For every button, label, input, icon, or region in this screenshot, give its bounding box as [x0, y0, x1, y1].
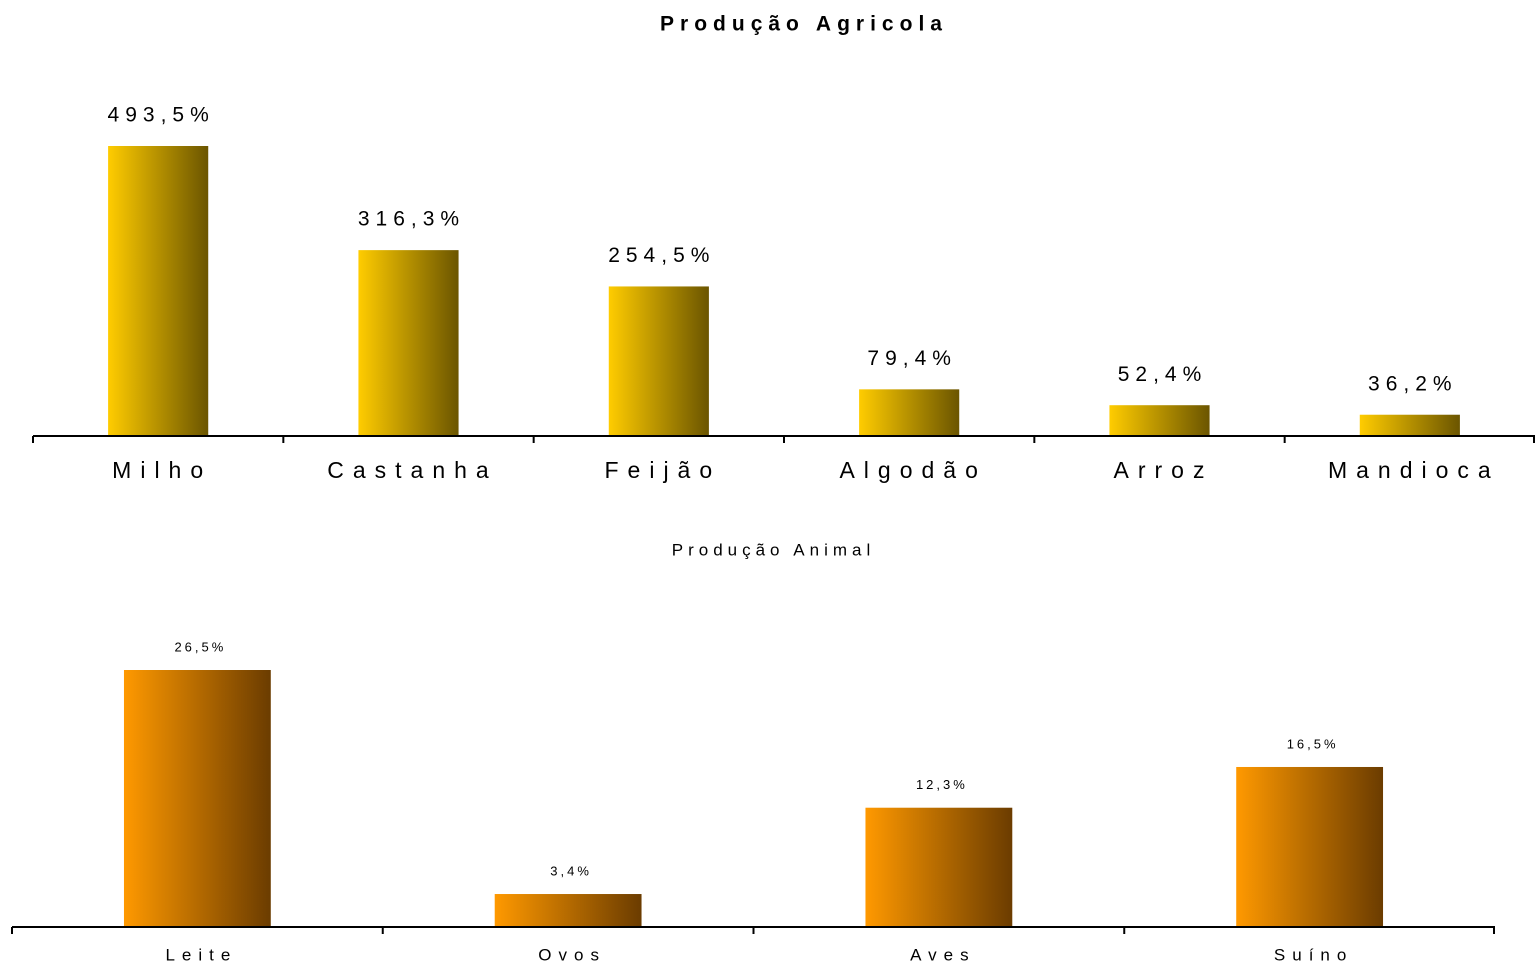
value-label: 3,4%	[550, 863, 592, 878]
bar	[608, 286, 709, 436]
x-tick-label: Leite	[165, 945, 237, 964]
bar	[494, 894, 642, 927]
x-tick-label: Aves	[910, 945, 976, 964]
bar	[123, 670, 271, 927]
value-label: 254,5%	[608, 244, 715, 267]
value-label: 316,3%	[358, 208, 465, 231]
value-label: 493,5%	[108, 104, 215, 127]
bar	[1236, 766, 1384, 927]
value-label: 26,5%	[174, 639, 226, 654]
x-tick-label: Arroz	[1114, 457, 1214, 483]
x-tick-label: Mandioca	[1328, 457, 1500, 483]
value-label: 79,4%	[867, 347, 957, 370]
bar	[358, 250, 459, 436]
bar	[108, 146, 209, 436]
value-label: 12,3%	[916, 777, 968, 792]
bar	[859, 389, 960, 436]
value-label: 52,4%	[1118, 363, 1208, 386]
value-label: 36,2%	[1368, 372, 1458, 395]
bar	[865, 807, 1013, 927]
x-tick-label: Ovos	[538, 945, 606, 964]
chart-title: Produção Animal	[672, 540, 876, 559]
value-label: 16,5%	[1287, 736, 1339, 751]
x-tick-label: Algodão	[839, 457, 986, 483]
x-tick-label: Milho	[112, 457, 212, 483]
x-tick-label: Suíno	[1274, 945, 1353, 964]
bar	[1359, 414, 1460, 436]
bar	[1109, 405, 1210, 436]
x-tick-label: Castanha	[327, 457, 497, 483]
x-tick-label: Feijão	[605, 457, 722, 483]
chart-title: Produção Agricola	[660, 13, 948, 36]
